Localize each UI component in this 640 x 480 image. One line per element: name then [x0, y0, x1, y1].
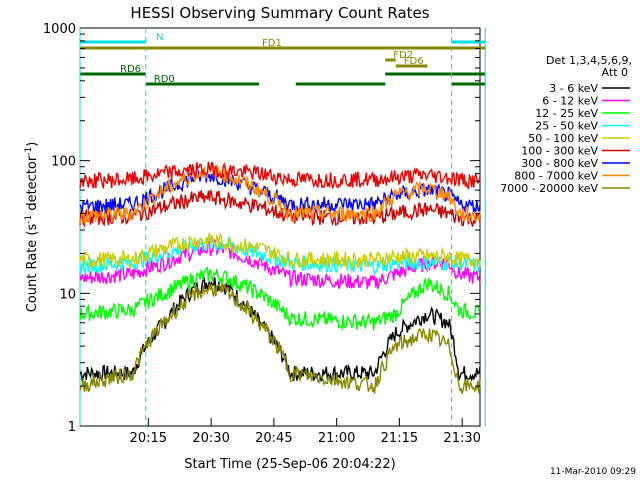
x-tick-label-5: 21:30 [443, 431, 480, 446]
x-tick-label-3: 21:00 [318, 431, 355, 446]
x-tick-label-4: 21:15 [381, 431, 418, 446]
x-axis-label: Start Time (25-Sep-06 20:04:22) [184, 457, 395, 472]
y-axis-label-mid: detector [25, 155, 40, 215]
legend-label-6: 300 - 800 keV [521, 157, 598, 170]
series-line-8 [79, 282, 481, 394]
y-axis-label-sup2: -1 [24, 147, 34, 156]
flag-label-rd0: RD0 [154, 74, 175, 85]
cyan-boundary-markers [79, 28, 486, 426]
y-axis: 1 10 100 1000 [43, 22, 480, 435]
legend-header-attenuator: Att 0 [602, 66, 628, 79]
legend-label-8: 7000 - 20000 keV [500, 182, 598, 195]
legend-label-0: 3 - 6 keV [549, 82, 598, 95]
series-line-5 [79, 189, 481, 229]
generation-timestamp: 11-Mar-2010 09:29 [550, 467, 636, 477]
flag-label-fd2: FD2 [393, 50, 413, 61]
series-lines [79, 161, 481, 394]
series-line-red-top [79, 161, 481, 190]
plot-frame [79, 27, 481, 427]
flag-label-rd6: RD6 [120, 64, 141, 75]
y-axis-label: Count Rate (s-1 detector-1) [24, 142, 40, 313]
y-axis-label-end: ) [25, 142, 40, 147]
x-tick-label-2: 20:45 [255, 431, 292, 446]
legend-header-detectors: Det 1,3,4,5,6,9, [546, 54, 632, 67]
legend-label-5: 100 - 300 keV [521, 145, 598, 158]
legend-label-3: 25 - 50 keV [535, 120, 598, 133]
series-line-4 [79, 232, 481, 270]
y-tick-label-0: 1 [68, 420, 76, 435]
legend-label-2: 12 - 25 keV [535, 107, 598, 120]
flag-label-fd1: FD1 [262, 38, 282, 49]
y-axis-label-main: Count Rate (s [25, 224, 40, 313]
flag-label-fd6: FD6 [404, 56, 424, 67]
series-line-2 [79, 266, 481, 331]
series-line-3 [79, 235, 481, 277]
y-axis-label-sup1: -1 [24, 215, 34, 224]
legend-label-4: 50 - 100 keV [528, 132, 598, 145]
y-tick-label-1: 10 [59, 287, 76, 302]
series-line-7 [79, 161, 481, 224]
y-tick-label-2: 100 [51, 155, 76, 170]
flag-label-n: N [156, 32, 163, 43]
legend-label-1: 6 - 12 keV [542, 95, 598, 108]
x-tick-label-1: 20:30 [192, 431, 229, 446]
x-tick-label-0: 20:15 [130, 431, 167, 446]
y-tick-label-3: 1000 [43, 22, 76, 37]
legend-label-7: 800 - 7000 keV [514, 170, 598, 183]
x-axis: 20:15 20:30 20:45 21:00 21:15 21:30 [130, 418, 481, 446]
chart-title: HESSI Observing Summary Count Rates [130, 4, 429, 22]
